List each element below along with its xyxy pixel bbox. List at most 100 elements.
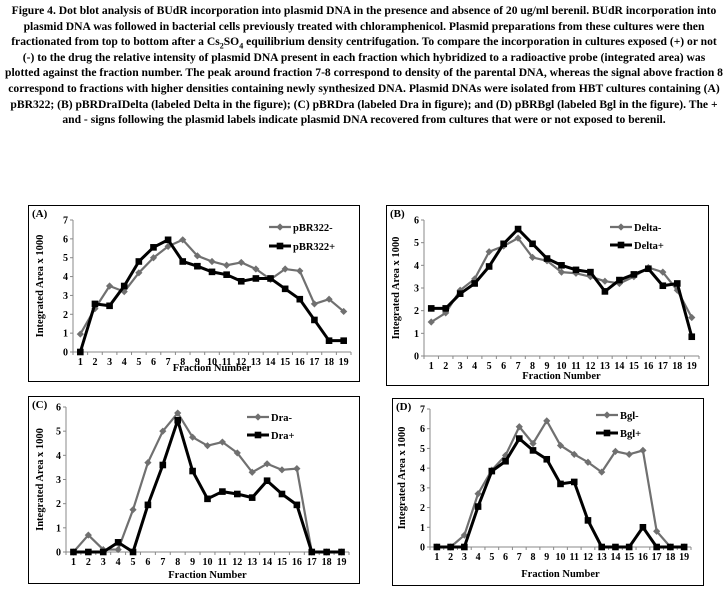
data-point-pBR322+: [311, 316, 318, 324]
data-point-Bgl+: [502, 457, 509, 465]
data-point-Delta+: [485, 263, 493, 270]
y-axis-title: Integrated Area x 1000: [35, 428, 46, 531]
data-point-Bgl-: [529, 439, 537, 448]
x-tick-label: 3: [462, 552, 467, 563]
x-tick-label: 15: [624, 552, 634, 563]
y-tick-label: 6: [56, 403, 61, 414]
x-tick-label: 9: [545, 361, 550, 372]
data-point-Dra+: [233, 490, 241, 498]
data-point-Bgl+: [598, 543, 606, 551]
data-point-Dra-: [144, 458, 152, 467]
y-axis-title: Integrated Area x 1000: [391, 237, 402, 340]
x-tick-label: 10: [557, 361, 567, 372]
x-tick-label: 11: [222, 357, 231, 368]
y-tick-label: 0: [63, 348, 68, 359]
data-point-pBR322+: [325, 337, 333, 344]
x-tick-label: 15: [280, 357, 290, 368]
data-point-Bgl-: [515, 423, 523, 431]
series-line-Bgl+: [436, 437, 685, 549]
data-point-pBR322-: [105, 282, 114, 290]
legend-marker-pBR322+: [276, 242, 284, 250]
y-axis-title: Integrated Area x 1000: [397, 427, 408, 530]
legend-label: Delta-: [634, 223, 662, 234]
x-axis-title: Fraction Number: [522, 371, 601, 382]
x-tick-label: 7: [516, 361, 521, 372]
x-tick-label: 17: [658, 361, 668, 372]
y-tick-label: 6: [420, 424, 425, 435]
y-tick-label: 1: [56, 523, 61, 534]
data-point-Bgl+: [584, 517, 592, 524]
data-point-pBR322+: [340, 337, 347, 344]
series-line-pBR322-: [79, 238, 345, 335]
data-point-Bgl-: [625, 450, 633, 458]
x-tick-label: 18: [322, 557, 332, 568]
data-point-Dra+: [114, 539, 122, 546]
x-tick-label: 18: [324, 357, 334, 368]
x-tick-label: 1: [71, 557, 76, 568]
data-point-Bgl+: [612, 543, 619, 551]
x-tick-label: 7: [166, 357, 171, 368]
x-tick-label: 2: [92, 357, 97, 368]
x-tick-label: 16: [643, 361, 653, 372]
y-tick-label: 7: [63, 216, 68, 227]
data-point-pBR322-: [281, 265, 289, 273]
x-tick-label: 4: [122, 357, 127, 368]
panel-label-c: (C): [32, 399, 48, 411]
data-point-Dra+: [323, 548, 330, 556]
legend-marker-pBR322-: [276, 223, 284, 231]
x-tick-label: 13: [597, 552, 607, 563]
x-tick-label: 16: [292, 557, 302, 568]
legend-marker-Dra+: [254, 431, 262, 439]
series-line-Dra+: [73, 418, 342, 554]
y-tick-label: 1: [63, 329, 68, 340]
y-tick-label: 4: [63, 272, 68, 283]
data-point-pBR322+: [281, 285, 289, 293]
x-tick-label: 3: [458, 361, 463, 372]
x-tick-label: 1: [429, 361, 434, 372]
data-point-Dra+: [129, 548, 137, 556]
data-point-Delta+: [543, 255, 551, 262]
data-point-Dra+: [99, 548, 107, 556]
x-tick-label: 6: [145, 557, 150, 568]
data-point-pBR322+: [267, 275, 274, 282]
y-axis-title: Integrated Area x 1000: [35, 235, 46, 338]
data-point-Delta-: [688, 313, 696, 322]
data-point-Delta+: [587, 268, 594, 276]
x-tick-label: 19: [339, 357, 349, 368]
data-point-Bgl-: [584, 458, 592, 466]
data-point-Dra-: [174, 409, 182, 417]
x-axis-title: Fraction Number: [168, 570, 247, 581]
data-point-Delta+: [442, 305, 450, 312]
data-point-Bgl-: [460, 531, 468, 539]
data-point-pBR322-: [179, 236, 187, 244]
data-point-Dra+: [293, 501, 301, 509]
data-point-pBR322+: [120, 282, 128, 290]
panel-label-d: (D): [396, 401, 412, 413]
x-tick-label: 6: [503, 552, 508, 563]
x-tick-label: 4: [476, 552, 481, 563]
legend-marker-Bgl-: [603, 411, 611, 419]
x-tick-label: 12: [232, 557, 242, 568]
x-tick-label: 1: [434, 552, 439, 563]
x-tick-label: 11: [571, 361, 580, 372]
legend-label: Bgl-: [620, 411, 639, 422]
y-tick-label: 1: [420, 523, 425, 534]
data-point-Bgl+: [653, 543, 660, 551]
x-tick-label: 10: [203, 557, 213, 568]
series-line-pBR322+: [78, 238, 344, 353]
panel-label-a: (A): [32, 208, 48, 220]
x-tick-label: 2: [448, 552, 453, 563]
x-tick-label: 18: [672, 361, 682, 372]
data-point-Bgl-: [653, 527, 661, 535]
data-point-Bgl+: [557, 480, 564, 488]
y-tick-label: 3: [56, 475, 61, 486]
data-point-Delta-: [427, 318, 435, 326]
data-point-pBR322+: [150, 244, 157, 251]
x-tick-label: 14: [262, 557, 272, 568]
x-tick-label: 13: [600, 361, 610, 372]
data-point-Delta+: [529, 240, 536, 248]
data-point-Delta+: [630, 271, 638, 278]
